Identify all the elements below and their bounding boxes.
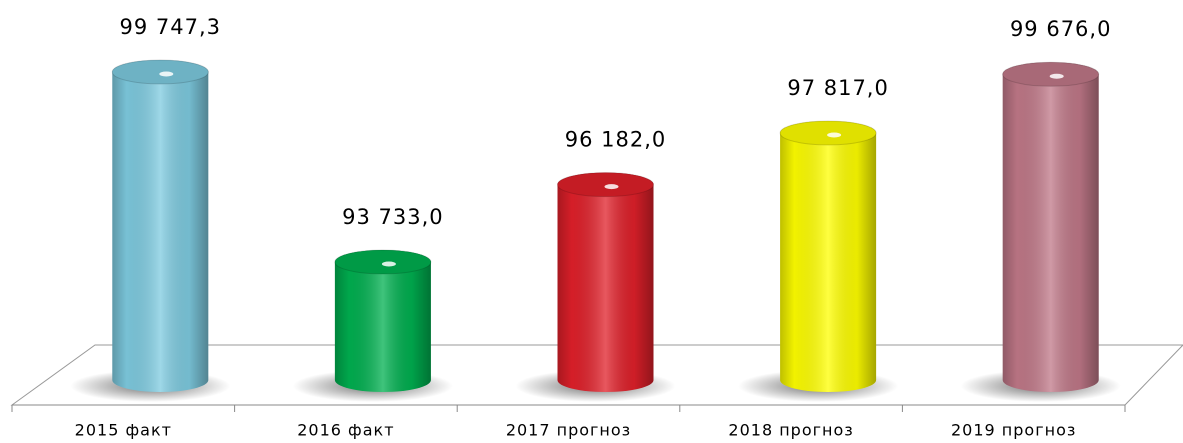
bar-highlight: [827, 132, 842, 138]
bar-highlight: [604, 184, 619, 190]
bar-shading: [557, 172, 654, 392]
bar-shading: [780, 120, 877, 393]
value-label: 96 182,0: [565, 128, 667, 152]
bar-top-shade: [557, 172, 654, 197]
bar-top: [334, 249, 432, 275]
bar-top: [1002, 61, 1100, 87]
bar-top-shade: [1002, 62, 1099, 87]
x-tick-label: 2019 прогноз: [951, 421, 1076, 440]
bar-top-shade: [334, 250, 431, 275]
value-label: 93 733,0: [342, 205, 444, 229]
bar-top: [111, 59, 209, 85]
value-label: 99 747,3: [120, 15, 222, 39]
value-label: 99 676,0: [1010, 17, 1112, 41]
bar-top-shade: [112, 59, 209, 84]
bar-highlight: [1049, 73, 1064, 79]
x-tick-label: 2017 прогноз: [506, 421, 631, 440]
x-tick-label: 2016 факт: [297, 421, 394, 440]
x-tick-label: 2015 факт: [75, 421, 172, 440]
value-label: 97 817,0: [787, 76, 889, 100]
bar-shading: [1002, 62, 1099, 393]
bar-highlight: [381, 261, 396, 267]
bar-highlight: [159, 71, 174, 77]
bar-top: [779, 120, 877, 146]
x-tick-label: 2018 прогноз: [728, 421, 853, 440]
bar-top-shade: [780, 120, 877, 145]
bar-shading: [112, 59, 209, 392]
bar-top: [557, 172, 654, 198]
bar-shading: [334, 250, 431, 392]
